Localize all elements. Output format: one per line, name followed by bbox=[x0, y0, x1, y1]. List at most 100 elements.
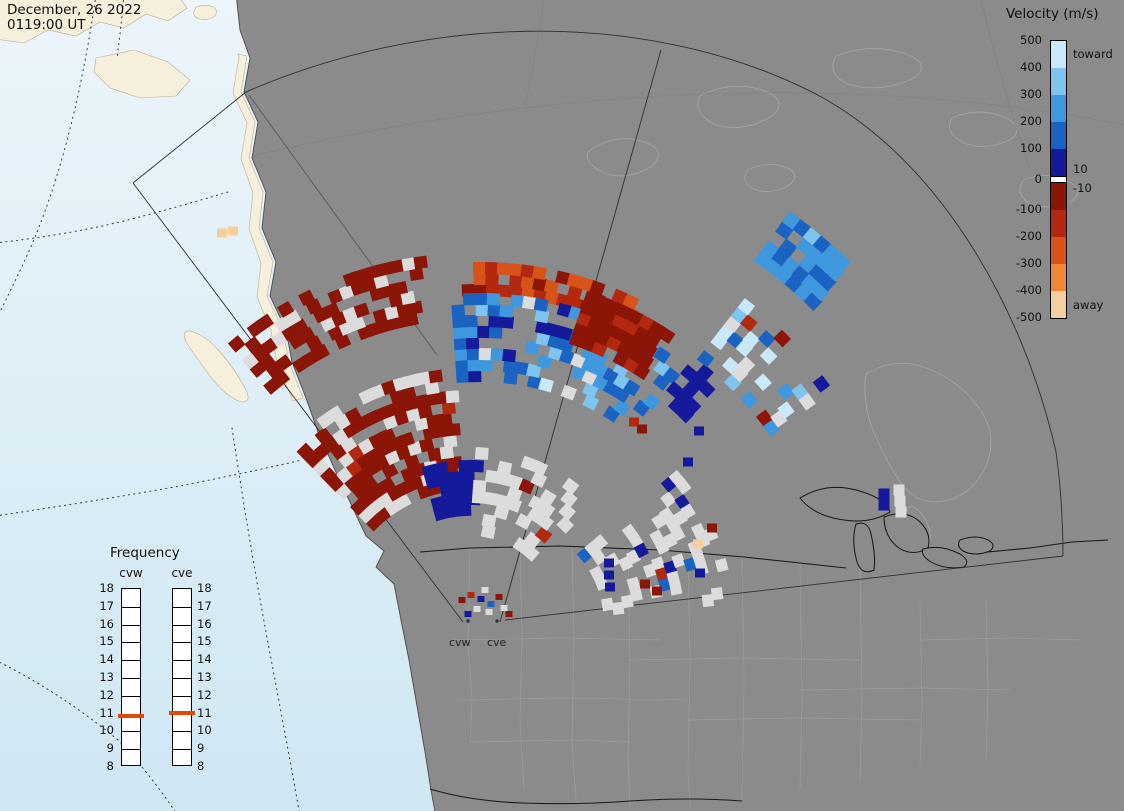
cream-land-blob bbox=[93, 49, 191, 99]
velocity-cell bbox=[652, 586, 662, 596]
velocity-cell bbox=[497, 284, 512, 298]
velocity-cell bbox=[485, 609, 493, 615]
velocity-cell bbox=[377, 261, 394, 277]
velocity-cell bbox=[434, 424, 450, 438]
lake-ontario bbox=[958, 536, 994, 555]
velocity-cell bbox=[454, 348, 469, 362]
velocity-tick-label: -300 bbox=[1015, 256, 1042, 270]
velocity-cell bbox=[388, 293, 404, 308]
velocity-cell bbox=[778, 238, 798, 258]
freq-scale-tick bbox=[122, 642, 140, 644]
freq-scale-tick bbox=[122, 624, 140, 626]
velocity-cell bbox=[547, 334, 563, 350]
velocity-tick-label: 300 bbox=[1020, 87, 1042, 101]
velocity-cell bbox=[508, 274, 524, 288]
radar-site-dot-cvw bbox=[466, 619, 470, 623]
inland-coastline-layer bbox=[586, 48, 1079, 545]
velocity-cell bbox=[477, 596, 485, 602]
velocity-cell bbox=[637, 424, 647, 434]
velocity-cell bbox=[398, 431, 416, 448]
velocity-cell bbox=[403, 312, 419, 327]
velocity-cell bbox=[394, 410, 411, 426]
velocity-cell bbox=[484, 261, 499, 275]
velocity-cell bbox=[558, 503, 577, 521]
velocity-cell bbox=[531, 265, 547, 281]
velocity-cell bbox=[464, 611, 472, 617]
colorbar-segment bbox=[1051, 95, 1066, 122]
velocity-cell bbox=[591, 549, 607, 566]
velocity-cell bbox=[777, 401, 795, 419]
velocity-cell bbox=[446, 423, 461, 437]
velocity-cell bbox=[735, 339, 754, 358]
velocity-cell bbox=[454, 492, 469, 506]
freq-tick-label: 17 bbox=[99, 598, 114, 613]
velocity-cell bbox=[227, 335, 246, 353]
velocity-cell bbox=[701, 594, 714, 608]
velocity-cell bbox=[353, 302, 370, 319]
velocity-cell bbox=[445, 390, 460, 404]
velocity-cell bbox=[400, 466, 418, 483]
freq-scale-tick bbox=[173, 731, 191, 733]
freq-tick-label: 17 bbox=[197, 598, 212, 613]
velocity-cell bbox=[737, 356, 756, 374]
velocity-cell bbox=[536, 513, 555, 531]
velocity-cell bbox=[543, 279, 560, 294]
velocity-cell bbox=[683, 457, 693, 467]
velocity-cell bbox=[418, 437, 435, 453]
velocity-cell bbox=[810, 282, 830, 302]
velocity-cell bbox=[339, 435, 358, 454]
velocity-cell bbox=[433, 391, 448, 405]
cream-land-northwest bbox=[0, 0, 188, 44]
arctic-island bbox=[949, 111, 1018, 147]
velocity-tick-label: -200 bbox=[1015, 229, 1042, 243]
velocity-cell bbox=[487, 601, 495, 607]
velocity-cell bbox=[536, 354, 553, 370]
velocity-cell bbox=[495, 594, 503, 600]
velocity-cell bbox=[739, 314, 758, 332]
velocity-cell bbox=[675, 478, 692, 495]
velocity-cell bbox=[451, 304, 466, 318]
velocity-cell bbox=[256, 313, 275, 331]
velocity-cell bbox=[381, 379, 398, 396]
velocity-cell bbox=[612, 601, 625, 616]
velocity-cell bbox=[361, 276, 378, 293]
velocity-cell bbox=[757, 330, 776, 348]
velocity-cell bbox=[691, 550, 706, 566]
velocity-cell bbox=[478, 347, 492, 361]
freq-tick-label: 9 bbox=[106, 741, 114, 756]
velocity-cell bbox=[507, 474, 524, 490]
velocity-cell bbox=[466, 347, 480, 361]
velocity-cell bbox=[670, 526, 686, 542]
colorbar-segment bbox=[1051, 264, 1066, 291]
velocity-cell bbox=[458, 597, 466, 603]
velocity-cell bbox=[311, 458, 330, 477]
fov-outer-arc bbox=[245, 30, 1064, 557]
velocity-cell bbox=[626, 576, 641, 592]
velocity-tick-label: 400 bbox=[1020, 60, 1042, 74]
velocity-cell bbox=[776, 382, 795, 401]
velocity-cell bbox=[623, 379, 641, 397]
velocity-cell bbox=[657, 326, 676, 344]
freq-tick-label: 11 bbox=[99, 705, 114, 720]
velocity-cell bbox=[682, 380, 700, 399]
freq-tick-label: 13 bbox=[197, 670, 212, 684]
velocity-cell bbox=[740, 390, 759, 409]
freq-tick-label: 18 bbox=[197, 581, 212, 595]
timestamp: December, 26 2022 0119:00 UT bbox=[7, 3, 141, 33]
velocity-cell bbox=[710, 587, 724, 601]
velocity-cell bbox=[651, 556, 666, 572]
velocity-cell bbox=[534, 526, 553, 544]
velocity-cell bbox=[496, 471, 512, 487]
velocity-cell bbox=[514, 361, 530, 376]
velocity-cell bbox=[472, 479, 487, 493]
velocity-cell bbox=[503, 371, 518, 385]
velocity-cell bbox=[537, 501, 556, 519]
velocity-cell bbox=[576, 311, 593, 328]
freq-tick-label: 9 bbox=[197, 741, 205, 756]
velocity-tick-label: -500 bbox=[1015, 310, 1042, 324]
velocity-cell bbox=[894, 495, 906, 507]
freq-scale-tick bbox=[122, 678, 140, 679]
velocity-cell bbox=[500, 605, 508, 611]
velocity-cell bbox=[520, 455, 537, 472]
velocity-cell bbox=[408, 300, 424, 315]
